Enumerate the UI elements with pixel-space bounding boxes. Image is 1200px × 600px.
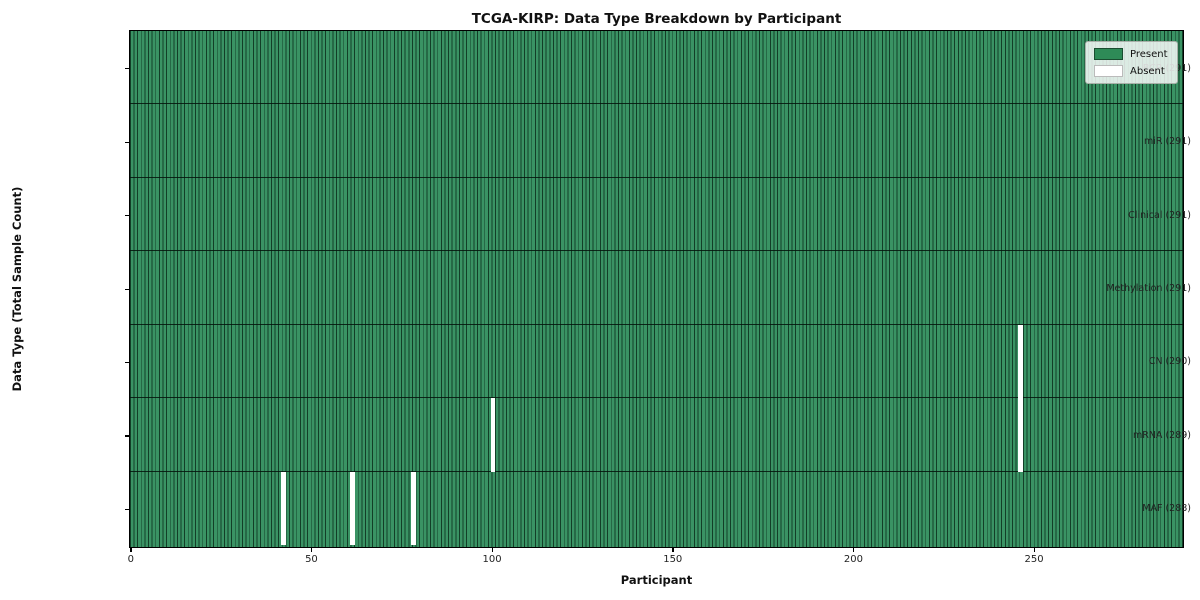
x-tick-mark xyxy=(130,548,132,552)
legend-label-present: Present xyxy=(1130,48,1168,60)
chart-title: TCGA-KIRP: Data Type Breakdown by Partic… xyxy=(471,11,842,27)
x-tick-mark xyxy=(310,548,313,552)
y-tick-label-maf: MAF (288) xyxy=(1142,503,1191,515)
x-tick-label-0: 0 xyxy=(127,554,134,565)
row-mir xyxy=(130,104,1183,178)
absent-bar-maf-p42 xyxy=(281,471,286,546)
y-tick-mark xyxy=(125,215,129,217)
legend-item-present: Present xyxy=(1094,48,1169,60)
present-bars-pattern xyxy=(130,31,1183,547)
absent-swatch-icon xyxy=(1094,65,1123,77)
absent-bar-maf-p61 xyxy=(349,471,355,546)
x-tick-mark xyxy=(1033,548,1035,552)
x-tick-label-150: 150 xyxy=(663,554,683,565)
y-tick-label-cn: CN (290) xyxy=(1148,356,1191,368)
row-methylation xyxy=(130,251,1183,325)
absent-bar-cn-p246 xyxy=(1018,324,1023,399)
y-tick-label-methylation: Methylation (291) xyxy=(1106,283,1191,294)
y-tick-mark xyxy=(125,288,129,290)
y-tick-mark xyxy=(125,508,129,511)
y-tick-label-mir: miR (291) xyxy=(1143,136,1191,148)
x-tick-mark xyxy=(852,548,855,552)
x-tick-mark xyxy=(491,548,493,552)
x-tick-label-200: 200 xyxy=(843,554,863,565)
absent-bar-maf-p78 xyxy=(411,471,416,546)
legend: Present Absent xyxy=(1085,41,1178,84)
row-bcr xyxy=(130,31,1183,105)
x-tick-mark xyxy=(672,548,674,552)
legend-label-absent: Absent xyxy=(1130,65,1165,77)
x-tick-label-250: 250 xyxy=(1024,554,1044,565)
row-mrna xyxy=(130,398,1183,472)
x-tick-label-100: 100 xyxy=(482,554,502,565)
plot-area xyxy=(129,30,1184,548)
absent-bar-mrna-p100 xyxy=(490,398,496,472)
present-swatch-icon xyxy=(1094,48,1123,60)
absent-bar-mrna-p246 xyxy=(1018,398,1023,472)
y-tick-label-clinical: Clinical (291) xyxy=(1128,209,1191,221)
y-tick-mark xyxy=(125,435,129,437)
legend-item-absent: Absent xyxy=(1094,65,1169,77)
row-maf xyxy=(130,472,1183,545)
y-tick-label-mrna: mRNA (289) xyxy=(1132,429,1191,441)
row-clinical xyxy=(130,178,1183,252)
y-tick-mark xyxy=(125,68,129,70)
y-tick-mark xyxy=(125,141,129,143)
row-cn xyxy=(130,325,1183,399)
y-tick-mark xyxy=(125,361,129,364)
x-axis-label: Participant xyxy=(620,573,693,587)
y-axis-label: Data Type (Total Sample Count) xyxy=(10,186,24,392)
x-tick-label-50: 50 xyxy=(305,554,318,565)
rows-container xyxy=(130,31,1183,545)
